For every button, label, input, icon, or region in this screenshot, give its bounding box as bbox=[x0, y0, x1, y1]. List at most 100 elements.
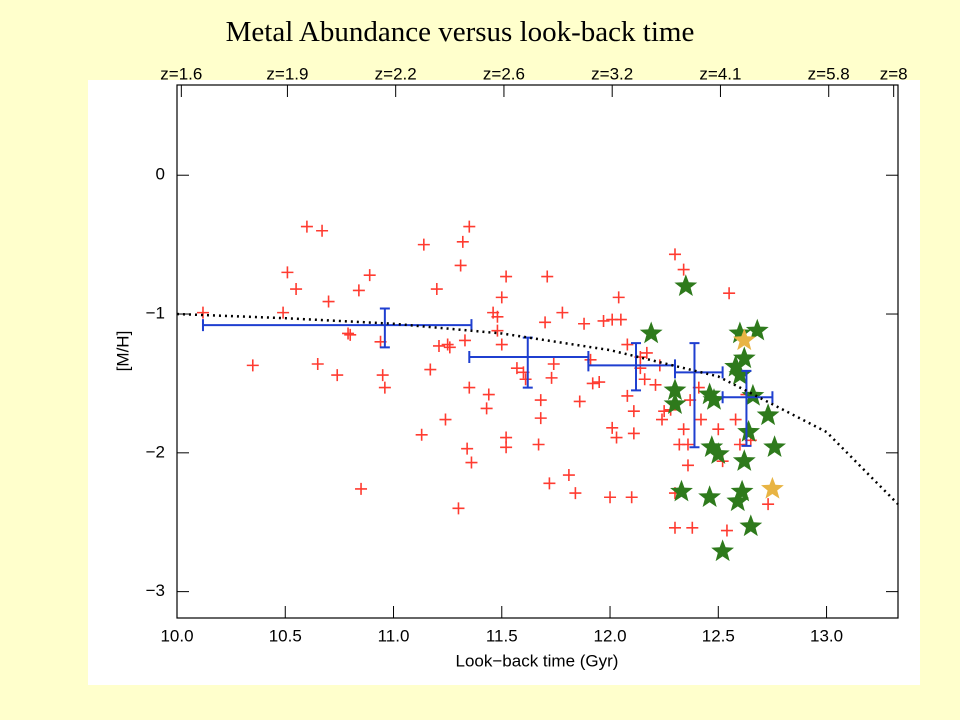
star-point bbox=[732, 328, 756, 351]
star-point bbox=[732, 346, 756, 369]
data-point bbox=[586, 377, 599, 390]
data-point bbox=[500, 270, 513, 283]
star-point bbox=[706, 442, 730, 464]
data-point bbox=[441, 338, 454, 351]
error-bar-caps bbox=[689, 342, 700, 449]
star-point bbox=[698, 382, 721, 405]
data-point bbox=[430, 283, 443, 296]
data-point bbox=[649, 378, 662, 391]
data-point bbox=[331, 369, 344, 382]
data-point bbox=[686, 521, 699, 534]
data-point bbox=[720, 524, 733, 537]
data-point bbox=[452, 502, 465, 515]
data-point bbox=[627, 405, 640, 418]
star-point bbox=[674, 274, 698, 296]
star-point bbox=[724, 354, 747, 377]
data-point bbox=[417, 238, 430, 251]
x-axis-label: Look−back time (Gyr) bbox=[456, 651, 619, 670]
star-point bbox=[728, 321, 752, 344]
data-point bbox=[495, 338, 508, 351]
error-bar-caps bbox=[741, 369, 752, 447]
data-point bbox=[578, 317, 591, 330]
x-tick-label: 10.0 bbox=[160, 626, 193, 645]
data-point bbox=[424, 363, 437, 376]
data-point bbox=[723, 287, 736, 300]
data-point bbox=[545, 371, 558, 384]
data-point bbox=[532, 438, 545, 451]
data-point bbox=[543, 477, 556, 490]
data-point bbox=[569, 487, 582, 500]
plot-panel bbox=[88, 80, 920, 685]
data-point bbox=[311, 357, 324, 370]
data-point bbox=[465, 456, 478, 469]
star-point bbox=[726, 489, 750, 512]
star-point bbox=[763, 435, 786, 457]
top-tick-label: z=1.6 bbox=[160, 64, 202, 83]
star-point bbox=[761, 476, 784, 499]
data-point bbox=[573, 395, 586, 408]
data-point bbox=[439, 413, 452, 426]
x-tick-label: 10.5 bbox=[269, 626, 302, 645]
star-point bbox=[711, 539, 734, 562]
data-point bbox=[495, 291, 508, 304]
data-point bbox=[300, 220, 313, 233]
data-point bbox=[500, 441, 513, 454]
data-point bbox=[547, 357, 560, 370]
data-point bbox=[541, 270, 554, 283]
data-point bbox=[378, 381, 391, 394]
top-tick-label: z=3.2 bbox=[591, 64, 633, 83]
data-point bbox=[458, 334, 471, 347]
bin-range-caps bbox=[673, 366, 724, 379]
x-tick-label: 12.0 bbox=[593, 626, 626, 645]
star-point bbox=[698, 485, 721, 507]
error-bar-caps bbox=[631, 342, 642, 392]
trend-curve bbox=[176, 312, 899, 506]
data-point bbox=[539, 316, 552, 329]
data-point bbox=[480, 402, 493, 415]
data-point bbox=[352, 284, 365, 297]
data-point bbox=[733, 438, 746, 451]
data-point bbox=[677, 263, 690, 276]
data-point bbox=[673, 438, 686, 451]
y-tick-label: 0 bbox=[156, 165, 165, 184]
bin-range-caps bbox=[201, 319, 473, 332]
data-point bbox=[281, 266, 294, 279]
top-tick-label: z=2.2 bbox=[375, 64, 417, 83]
y-tick-label: −3 bbox=[146, 581, 165, 600]
top-tick-label: z=4.1 bbox=[699, 64, 741, 83]
error-bar-caps bbox=[379, 307, 390, 349]
data-point bbox=[640, 346, 653, 359]
data-point bbox=[712, 423, 725, 436]
data-point bbox=[762, 498, 775, 511]
data-point bbox=[621, 338, 634, 351]
data-point bbox=[277, 306, 290, 319]
data-point bbox=[344, 328, 357, 341]
plot-frame bbox=[176, 84, 899, 619]
star-point bbox=[663, 392, 687, 414]
data-point bbox=[658, 405, 671, 418]
bin-range-caps bbox=[721, 391, 774, 404]
data-point bbox=[376, 369, 389, 382]
data-point bbox=[342, 327, 355, 340]
data-point bbox=[694, 413, 707, 426]
data-point bbox=[290, 283, 303, 296]
data-point bbox=[316, 224, 329, 237]
data-point bbox=[534, 412, 547, 425]
x-tick-label: 11.0 bbox=[378, 626, 410, 645]
data-point bbox=[246, 359, 259, 372]
data-point bbox=[519, 373, 532, 386]
data-point bbox=[593, 376, 606, 389]
y-axis-label: [M/H] bbox=[113, 331, 132, 372]
data-point bbox=[463, 220, 476, 233]
slide-title: Metal Abundance versus look-back time bbox=[225, 16, 695, 48]
star-point bbox=[737, 420, 760, 442]
data-point bbox=[432, 339, 445, 352]
data-point bbox=[534, 394, 547, 407]
data-point bbox=[443, 341, 456, 354]
star-point bbox=[739, 514, 763, 537]
data-point bbox=[677, 423, 690, 436]
x-tick-label: 12.5 bbox=[702, 626, 735, 645]
data-point bbox=[556, 306, 569, 319]
data-point bbox=[614, 313, 627, 326]
